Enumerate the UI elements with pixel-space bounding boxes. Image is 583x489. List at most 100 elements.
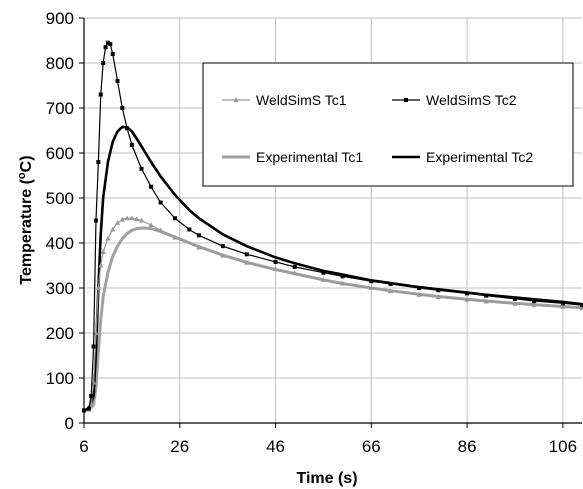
y-axis-title-main: Temperature ( [18,178,35,284]
data-point [464,296,470,302]
data-point [138,217,145,223]
data-point [196,244,202,250]
data-point [100,249,106,254]
y-tick-label: 600 [46,144,74,163]
legend-marker [404,98,408,102]
legend-label: WeldSimS Tc2 [426,92,517,108]
data-point [369,279,374,284]
legend-box [202,62,574,187]
y-tick-label: 200 [46,324,74,343]
data-point [320,277,327,282]
data-point [244,252,249,257]
data-point [244,260,250,265]
data-point [124,215,130,221]
legend-item: Experimental Tc2 [392,149,533,165]
data-point [387,288,394,294]
series-layer [81,40,583,413]
y-axis-title-superscript: o [16,172,28,179]
data-point [158,227,164,233]
data-point [120,106,125,110]
data-point [172,216,177,221]
y-tick-label: 300 [46,279,74,298]
data-point [91,344,96,349]
data-point [105,235,111,241]
legend-marker [233,97,239,102]
data-point [388,281,393,286]
data-point [95,285,101,290]
data-point [110,52,115,56]
y-tick-label: 0 [65,414,74,433]
y-tick-label: 900 [46,9,74,28]
data-point [220,252,226,258]
series-line [83,42,583,411]
data-point [158,200,163,205]
data-point [172,234,178,240]
legend-label: WeldSimS Tc1 [256,92,347,108]
data-point [436,288,441,293]
data-point [292,270,298,276]
data-point [98,92,103,97]
tick-labels: 0 100 200 300 400 500 600 700 800 900 6 26 46 66 86 106 [46,9,577,456]
y-tick-label: 700 [46,99,74,118]
data-point [108,42,113,47]
series-line [83,125,583,412]
data-point [86,406,91,411]
x-tick-label: 26 [170,437,189,456]
x-tick-label: 86 [458,437,477,456]
data-point [101,61,106,65]
data-point [129,215,135,221]
data-point [273,259,278,264]
y-axis-title: Temperature (oC) [16,155,35,284]
data-point [512,296,517,301]
legend-items: WeldSimS Tc1 WeldSimS Tc2 Experimental Tc1… [222,92,533,165]
data-point [139,166,144,171]
data-point [129,142,134,147]
data-point [321,270,326,275]
data-point [220,244,225,249]
data-point [105,40,110,45]
data-point [98,262,104,268]
data-point [339,280,346,286]
x-tick-label: 106 [549,437,577,456]
legend: WeldSimS Tc1 WeldSimS Tc2 Experimental Tc1… [202,62,574,187]
data-point [93,218,98,223]
data-point [340,274,345,279]
axes [79,17,582,428]
data-point [435,294,441,299]
data-point [96,160,101,164]
data-point [103,45,108,50]
data-point [114,219,121,225]
data-point [292,264,297,269]
data-point [560,301,565,306]
data-point [512,300,518,306]
data-point [272,266,279,272]
x-tick-label: 46 [266,437,285,456]
series-line [83,217,583,411]
x-tick-label: 6 [79,437,88,456]
data-point [125,126,130,131]
data-point [93,330,99,335]
data-point [134,216,140,222]
y-tick-label: 800 [46,54,74,73]
x-axis-title: Time (s) [296,470,357,487]
data-point [417,286,422,290]
series-line [83,226,583,412]
y-axis-title-unit: C) [18,155,35,172]
data-point [484,293,489,298]
legend-label: Experimental Tc2 [426,149,533,165]
data-point [119,216,125,222]
data-point [465,291,470,296]
data-point [416,291,422,297]
legend-label: Experimental Tc1 [256,149,363,165]
data-point [531,302,537,308]
data-point [148,222,154,227]
y-tick-label: 100 [46,369,74,388]
data-point [149,184,154,189]
y-tick-label: 400 [46,234,74,253]
data-point [560,304,566,309]
series-experimental-tc1 [83,226,583,412]
data-point [115,79,120,83]
x-tick-label: 66 [362,437,381,456]
data-point [89,394,94,398]
